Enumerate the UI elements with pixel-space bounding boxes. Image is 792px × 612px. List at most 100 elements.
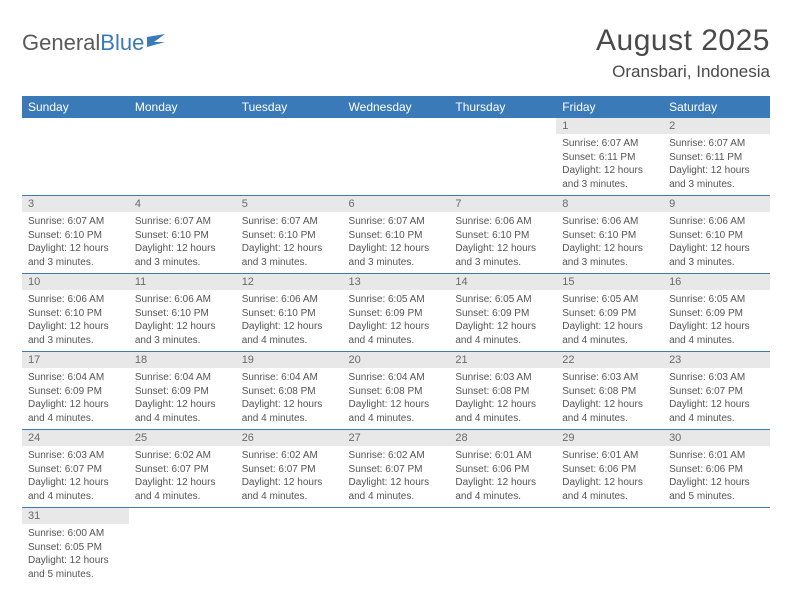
day-content: Sunrise: 6:04 AMSunset: 6:09 PMDaylight:… — [22, 368, 129, 429]
calendar-cell: 16Sunrise: 6:05 AMSunset: 6:09 PMDayligh… — [663, 274, 770, 352]
day-number: 27 — [343, 430, 450, 446]
day-content: Sunrise: 6:02 AMSunset: 6:07 PMDaylight:… — [129, 446, 236, 507]
day-content: Sunrise: 6:01 AMSunset: 6:06 PMDaylight:… — [663, 446, 770, 507]
day-header: Tuesday — [236, 96, 343, 118]
day-number: 26 — [236, 430, 343, 446]
day-content: Sunrise: 6:04 AMSunset: 6:08 PMDaylight:… — [236, 368, 343, 429]
day-number-empty — [22, 118, 129, 134]
day-content: Sunrise: 6:03 AMSunset: 6:08 PMDaylight:… — [556, 368, 663, 429]
calendar-cell: 12Sunrise: 6:06 AMSunset: 6:10 PMDayligh… — [236, 274, 343, 352]
day-number-empty — [449, 508, 556, 524]
day-content: Sunrise: 6:07 AMSunset: 6:11 PMDaylight:… — [556, 134, 663, 195]
calendar-week: 10Sunrise: 6:06 AMSunset: 6:10 PMDayligh… — [22, 274, 770, 352]
calendar-cell: 15Sunrise: 6:05 AMSunset: 6:09 PMDayligh… — [556, 274, 663, 352]
day-header-row: SundayMondayTuesdayWednesdayThursdayFrid… — [22, 96, 770, 118]
calendar-cell: 5Sunrise: 6:07 AMSunset: 6:10 PMDaylight… — [236, 196, 343, 274]
calendar-cell: 23Sunrise: 6:03 AMSunset: 6:07 PMDayligh… — [663, 352, 770, 430]
day-number: 21 — [449, 352, 556, 368]
calendar-cell: 31Sunrise: 6:00 AMSunset: 6:05 PMDayligh… — [22, 508, 129, 586]
day-number: 3 — [22, 196, 129, 212]
day-header: Wednesday — [343, 96, 450, 118]
day-number: 18 — [129, 352, 236, 368]
day-number-empty — [343, 508, 450, 524]
logo-text-2: Blue — [100, 30, 144, 56]
day-content: Sunrise: 6:05 AMSunset: 6:09 PMDaylight:… — [663, 290, 770, 351]
calendar-cell: 4Sunrise: 6:07 AMSunset: 6:10 PMDaylight… — [129, 196, 236, 274]
day-number: 19 — [236, 352, 343, 368]
day-content: Sunrise: 6:04 AMSunset: 6:09 PMDaylight:… — [129, 368, 236, 429]
day-number: 12 — [236, 274, 343, 290]
day-number: 9 — [663, 196, 770, 212]
day-content: Sunrise: 6:02 AMSunset: 6:07 PMDaylight:… — [236, 446, 343, 507]
day-number-empty — [236, 118, 343, 134]
calendar-cell — [343, 118, 450, 196]
calendar-cell: 6Sunrise: 6:07 AMSunset: 6:10 PMDaylight… — [343, 196, 450, 274]
calendar-cell — [236, 508, 343, 586]
calendar-week: 3Sunrise: 6:07 AMSunset: 6:10 PMDaylight… — [22, 196, 770, 274]
day-number: 14 — [449, 274, 556, 290]
day-number: 25 — [129, 430, 236, 446]
calendar-cell: 11Sunrise: 6:06 AMSunset: 6:10 PMDayligh… — [129, 274, 236, 352]
calendar-cell: 2Sunrise: 6:07 AMSunset: 6:11 PMDaylight… — [663, 118, 770, 196]
calendar-cell: 17Sunrise: 6:04 AMSunset: 6:09 PMDayligh… — [22, 352, 129, 430]
calendar-cell: 14Sunrise: 6:05 AMSunset: 6:09 PMDayligh… — [449, 274, 556, 352]
calendar-cell — [449, 118, 556, 196]
calendar-cell: 24Sunrise: 6:03 AMSunset: 6:07 PMDayligh… — [22, 430, 129, 508]
day-content: Sunrise: 6:07 AMSunset: 6:11 PMDaylight:… — [663, 134, 770, 195]
calendar-cell: 25Sunrise: 6:02 AMSunset: 6:07 PMDayligh… — [129, 430, 236, 508]
day-number: 4 — [129, 196, 236, 212]
calendar-cell: 19Sunrise: 6:04 AMSunset: 6:08 PMDayligh… — [236, 352, 343, 430]
calendar-cell: 9Sunrise: 6:06 AMSunset: 6:10 PMDaylight… — [663, 196, 770, 274]
day-content: Sunrise: 6:03 AMSunset: 6:07 PMDaylight:… — [663, 368, 770, 429]
day-number-empty — [663, 508, 770, 524]
day-number: 28 — [449, 430, 556, 446]
day-number: 23 — [663, 352, 770, 368]
calendar-page: GeneralBlue August 2025 Oransbari, Indon… — [0, 0, 792, 585]
calendar-cell — [343, 508, 450, 586]
calendar-cell — [236, 118, 343, 196]
calendar-cell — [556, 508, 663, 586]
calendar-cell — [449, 508, 556, 586]
day-header: Saturday — [663, 96, 770, 118]
day-number: 13 — [343, 274, 450, 290]
day-number: 31 — [22, 508, 129, 524]
day-number: 1 — [556, 118, 663, 134]
calendar-cell: 3Sunrise: 6:07 AMSunset: 6:10 PMDaylight… — [22, 196, 129, 274]
calendar-cell: 30Sunrise: 6:01 AMSunset: 6:06 PMDayligh… — [663, 430, 770, 508]
day-content: Sunrise: 6:06 AMSunset: 6:10 PMDaylight:… — [663, 212, 770, 273]
calendar-cell: 1Sunrise: 6:07 AMSunset: 6:11 PMDaylight… — [556, 118, 663, 196]
day-content: Sunrise: 6:01 AMSunset: 6:06 PMDaylight:… — [556, 446, 663, 507]
day-number: 2 — [663, 118, 770, 134]
day-content: Sunrise: 6:06 AMSunset: 6:10 PMDaylight:… — [22, 290, 129, 351]
calendar-table: SundayMondayTuesdayWednesdayThursdayFrid… — [22, 96, 770, 585]
calendar-cell: 26Sunrise: 6:02 AMSunset: 6:07 PMDayligh… — [236, 430, 343, 508]
day-number: 11 — [129, 274, 236, 290]
calendar-cell: 28Sunrise: 6:01 AMSunset: 6:06 PMDayligh… — [449, 430, 556, 508]
logo-text-1: General — [22, 30, 100, 56]
day-content: Sunrise: 6:06 AMSunset: 6:10 PMDaylight:… — [236, 290, 343, 351]
day-number: 15 — [556, 274, 663, 290]
day-number: 6 — [343, 196, 450, 212]
header-row: GeneralBlue August 2025 Oransbari, Indon… — [22, 24, 770, 82]
calendar-week: 17Sunrise: 6:04 AMSunset: 6:09 PMDayligh… — [22, 352, 770, 430]
calendar-cell: 20Sunrise: 6:04 AMSunset: 6:08 PMDayligh… — [343, 352, 450, 430]
day-number-empty — [236, 508, 343, 524]
calendar-cell: 13Sunrise: 6:05 AMSunset: 6:09 PMDayligh… — [343, 274, 450, 352]
day-header: Sunday — [22, 96, 129, 118]
day-content: Sunrise: 6:03 AMSunset: 6:07 PMDaylight:… — [22, 446, 129, 507]
calendar-week: 1Sunrise: 6:07 AMSunset: 6:11 PMDaylight… — [22, 118, 770, 196]
day-content: Sunrise: 6:06 AMSunset: 6:10 PMDaylight:… — [556, 212, 663, 273]
day-header: Friday — [556, 96, 663, 118]
calendar-cell: 27Sunrise: 6:02 AMSunset: 6:07 PMDayligh… — [343, 430, 450, 508]
day-number: 20 — [343, 352, 450, 368]
calendar-cell: 21Sunrise: 6:03 AMSunset: 6:08 PMDayligh… — [449, 352, 556, 430]
location: Oransbari, Indonesia — [596, 62, 770, 82]
calendar-cell: 29Sunrise: 6:01 AMSunset: 6:06 PMDayligh… — [556, 430, 663, 508]
day-content: Sunrise: 6:05 AMSunset: 6:09 PMDaylight:… — [556, 290, 663, 351]
calendar-cell: 18Sunrise: 6:04 AMSunset: 6:09 PMDayligh… — [129, 352, 236, 430]
day-number: 8 — [556, 196, 663, 212]
day-number: 29 — [556, 430, 663, 446]
day-content: Sunrise: 6:01 AMSunset: 6:06 PMDaylight:… — [449, 446, 556, 507]
day-number-empty — [129, 118, 236, 134]
calendar-cell — [129, 508, 236, 586]
